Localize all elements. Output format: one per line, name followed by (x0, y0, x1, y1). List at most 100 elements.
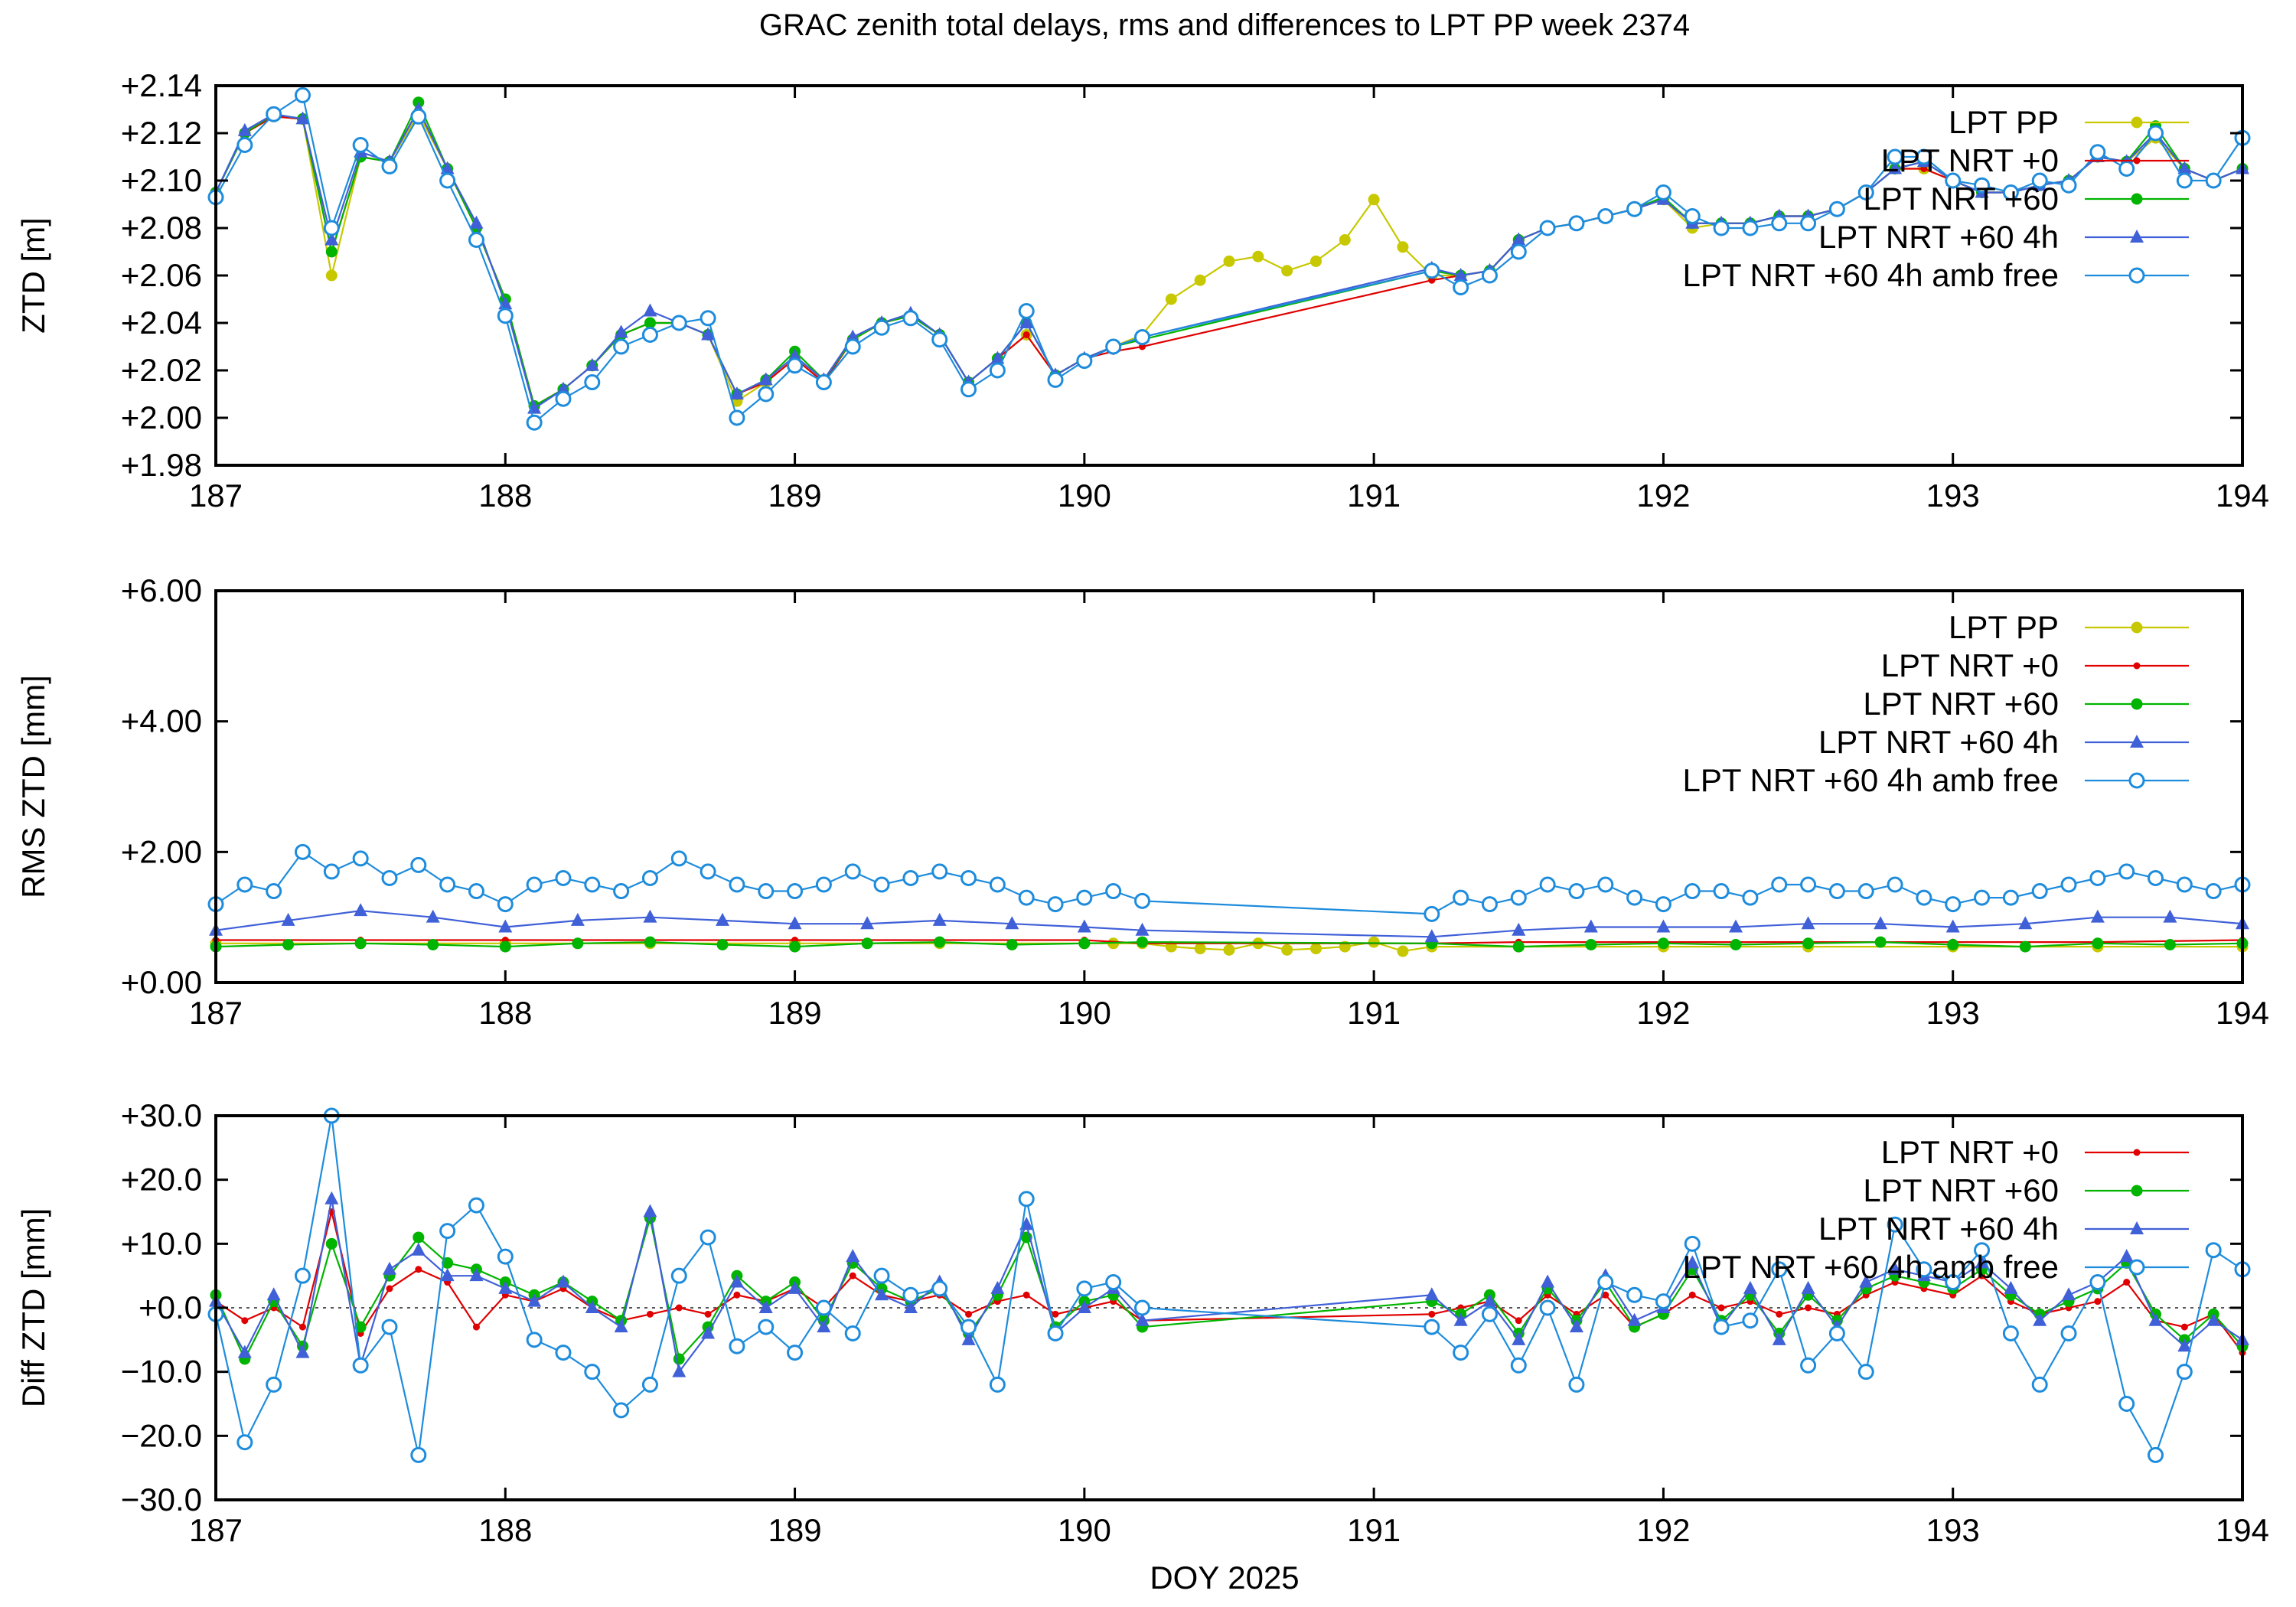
data-point (2002, 184, 2019, 200)
data-point (700, 863, 716, 880)
data-point (2148, 125, 2164, 142)
legend-label: LPT NRT +60 4h amb free (1683, 257, 2059, 293)
data-point (266, 1376, 282, 1393)
data-point (1717, 1304, 1725, 1312)
series-lpt-nrt-60-4h (209, 903, 2249, 943)
data-point (729, 386, 744, 399)
data-point (352, 850, 369, 867)
data-point (1019, 1217, 1034, 1231)
data-point (1481, 1305, 1498, 1322)
data-point (1713, 220, 1730, 236)
data-point (1801, 916, 1815, 930)
data-point (266, 106, 282, 122)
data-point (526, 876, 543, 893)
x-axis-label: DOY 2025 (1150, 1560, 1299, 1596)
data-point (1453, 1312, 1468, 1326)
data-point (614, 1319, 628, 1333)
data-point (572, 937, 584, 950)
data-point (613, 1402, 630, 1419)
data-point (2148, 1312, 2163, 1326)
series-line (215, 909, 2243, 938)
data-point (2205, 172, 2222, 189)
data-point (440, 1268, 455, 1282)
data-point (410, 1446, 427, 1463)
y-axis-label: ZTD [m] (15, 217, 51, 334)
data-point (354, 1321, 367, 1333)
data-point (670, 315, 687, 331)
data-point (1368, 936, 1380, 948)
x-tick-label: 192 (1636, 478, 1690, 513)
legend-marker (2131, 621, 2143, 634)
data-point (1626, 889, 1643, 906)
data-point (758, 1300, 773, 1313)
data-point (817, 1319, 831, 1333)
legend-marker (2130, 735, 2144, 748)
data-point (236, 1434, 253, 1451)
data-point (758, 372, 773, 386)
data-point (989, 362, 1006, 379)
data-point (2002, 889, 2019, 906)
data-point (1729, 919, 1743, 933)
data-point (1105, 883, 1122, 900)
y-tick-label: −30.0 (121, 1482, 202, 1517)
data-point (2019, 940, 2031, 953)
data-point (701, 1325, 716, 1339)
data-point (2206, 1312, 2221, 1326)
y-tick-label: +0.0 (139, 1289, 202, 1325)
x-tick-label: 189 (768, 478, 822, 513)
data-point (1974, 177, 1991, 194)
data-point (1077, 1300, 1091, 1313)
data-point (1685, 1255, 1700, 1269)
data-point (1857, 1364, 1874, 1380)
data-point (961, 1332, 976, 1345)
data-point (1627, 1312, 1642, 1326)
data-point (1453, 279, 1469, 295)
data-point (2060, 1325, 2077, 1341)
data-point (1585, 939, 1597, 951)
y-axis-label: Diff ZTD [mm] (15, 1208, 51, 1408)
data-point (1047, 371, 1064, 388)
data-point (584, 1364, 601, 1380)
data-point (411, 1242, 426, 1256)
data-point (2163, 909, 2177, 923)
data-point (844, 1325, 861, 1341)
data-point (427, 939, 439, 951)
data-point (931, 331, 948, 348)
data-point (1515, 1317, 1522, 1325)
data-point (1223, 944, 1235, 956)
series-lpt-nrt-60-4h-amb-free (207, 1107, 2251, 1463)
data-point (1481, 267, 1498, 284)
y-tick-label: −20.0 (121, 1417, 202, 1453)
data-point (426, 909, 440, 923)
data-point (613, 338, 630, 355)
data-point (1568, 1376, 1585, 1393)
data-point (1022, 331, 1030, 338)
legend-label: LPT PP (1949, 104, 2059, 140)
data-point (1047, 1325, 1064, 1341)
data-point (1510, 889, 1527, 906)
data-point (325, 1191, 339, 1204)
data-point (1597, 208, 1614, 224)
data-point (2119, 1249, 2134, 1263)
data-point (1828, 1325, 1845, 1341)
legend-marker (2130, 230, 2144, 243)
data-point (1742, 889, 1759, 906)
data-point (1874, 916, 1888, 930)
data-point (1481, 896, 1498, 913)
data-point (1800, 215, 1817, 232)
data-point (2148, 1446, 2164, 1463)
data-point (1482, 1293, 1497, 1307)
data-point (787, 883, 804, 900)
data-point (2002, 1325, 2019, 1341)
data-point (1077, 919, 1091, 933)
data-point (294, 843, 311, 860)
legend-marker (2133, 1149, 2141, 1156)
data-point (2123, 1279, 2131, 1286)
y-tick-label: +1.98 (121, 447, 202, 483)
data-point (844, 863, 861, 880)
legend-label: LPT NRT +60 (1863, 1172, 2059, 1208)
series-lpt-nrt-60-4h-amb-free (207, 843, 2251, 922)
data-point (282, 939, 295, 951)
data-point (902, 310, 919, 327)
